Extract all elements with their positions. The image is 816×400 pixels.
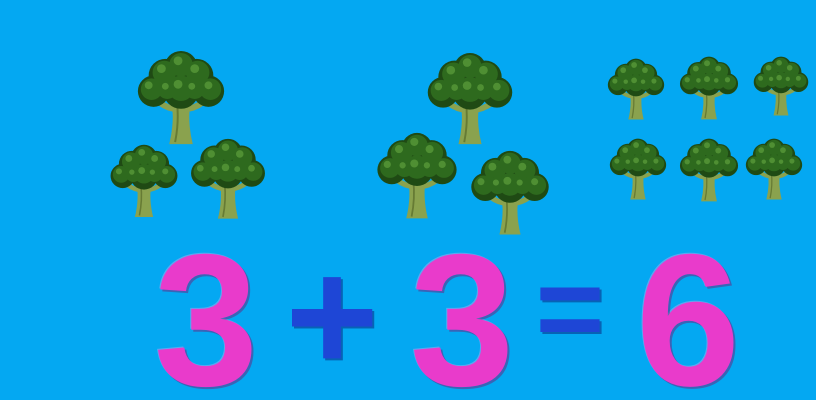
broccoli-icon: [676, 56, 742, 122]
broccoli-icon: [604, 58, 668, 122]
broccoli-icon: [750, 56, 812, 118]
broccoli-icon: [372, 132, 462, 222]
broccoli-icon: [106, 144, 182, 220]
plus-sign: +: [285, 226, 379, 400]
broccoli-icon: [676, 138, 742, 204]
broccoli-icon: [186, 138, 270, 222]
addend-2-digit: 3: [409, 215, 515, 400]
addend-1-digit: 3: [153, 215, 259, 400]
equals-sign: =: [535, 243, 605, 375]
broccoli-icon: [422, 52, 518, 148]
broccoli-icon: [132, 50, 230, 148]
broccoli-icon: [606, 138, 670, 202]
result-digit: 6: [635, 215, 741, 400]
broccoli-icon: [742, 138, 806, 202]
broccoli-icon: [466, 150, 554, 238]
